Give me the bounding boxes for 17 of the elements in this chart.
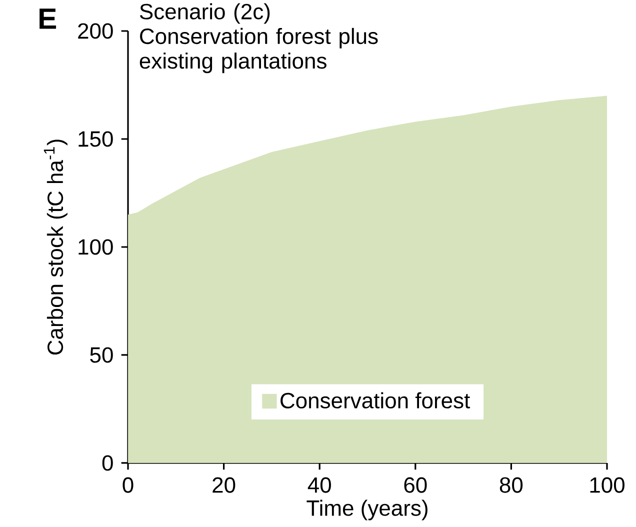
x-tick-label: 20	[212, 477, 236, 493]
x-axis-title: Time (years)	[306, 500, 428, 520]
x-tick-label: 60	[404, 477, 427, 493]
y-tick-label: 150	[78, 131, 113, 147]
x-tick-label: 80	[500, 477, 523, 493]
x-tick-label: 100	[590, 477, 624, 493]
y-tick-label: 200	[78, 23, 113, 39]
chart-subtitle: Conservation forest plus existing plantations	[140, 28, 378, 74]
y-tick-label: 50	[90, 347, 113, 363]
y-tick-label: 0	[102, 455, 113, 471]
text: E	[40, 8, 56, 29]
legend-label: Conservation forest	[280, 392, 470, 408]
chart-title: Scenario (2c)	[140, 3, 270, 24]
y-axis-title: Carbon stock (tC ha$^{-1}$)	[44, 140, 68, 355]
x-tick-label: 0	[122, 477, 134, 493]
x-tick-label: 40	[308, 477, 331, 493]
y-tick-label: 100	[78, 239, 113, 255]
